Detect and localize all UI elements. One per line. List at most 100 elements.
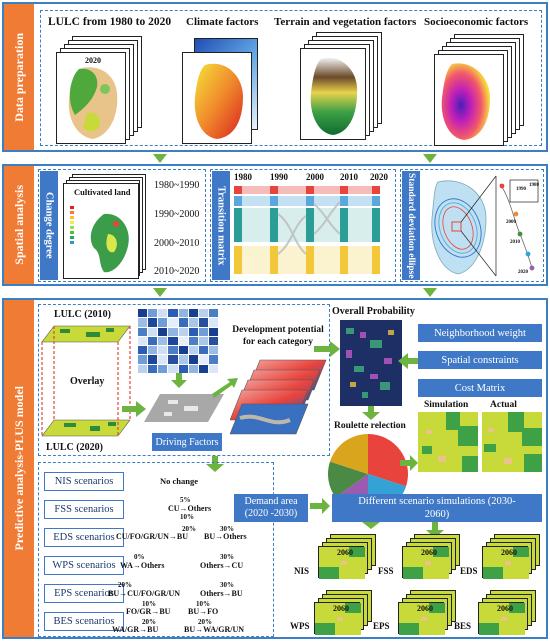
- tm-year-2020: 2020: [370, 172, 388, 182]
- sde-year-1980: 1980: [529, 183, 539, 188]
- arrow-prep-to-spatial-left: [153, 154, 167, 163]
- sde-year-1990: 1990: [516, 187, 526, 192]
- output-label-eps: EPS: [373, 621, 390, 631]
- overlay-cube: [41, 325, 131, 437]
- period-1990-2000: 1990~2000: [154, 209, 200, 220]
- rule-bes-pct4: 20%: [198, 618, 212, 626]
- demand-area-box: Demand area (2020 -2030): [234, 494, 308, 522]
- pie-slice-4: [329, 434, 368, 474]
- climate-title: Climate factors: [186, 16, 259, 28]
- rule-bes-4: BU→WA/GR/UN: [184, 625, 245, 634]
- output-year-label: 2060: [421, 548, 437, 557]
- lulc-title: LULC from 1980 to 2020: [48, 16, 172, 28]
- output-map-stack-wps: 2060: [312, 590, 374, 636]
- cultivated-land-label: Cultivated land: [74, 187, 131, 197]
- rule-no-change: No change: [160, 476, 199, 486]
- lulc-year-label: 2020: [85, 56, 101, 65]
- scenario-eds: EDS scenarios: [44, 528, 124, 547]
- output-map-stack-nis: 2060: [316, 534, 378, 580]
- change-degree-map-stack: Cultivated land: [62, 174, 157, 280]
- predictive-section: Predictive analysis-PLUS model LULC (201…: [2, 298, 548, 639]
- lulc-2010-label: LULC (2010): [54, 309, 111, 320]
- climate-map-stack: [174, 38, 264, 150]
- output-label-wps: WPS: [290, 621, 310, 631]
- dev-potential-stack: [229, 358, 330, 448]
- simulation-label: Simulation: [424, 400, 469, 410]
- change-degree-label-bar: Change degree: [40, 171, 58, 280]
- terrain-map-stack: [292, 32, 392, 150]
- scenario-fss: FSS scenarios: [44, 500, 124, 519]
- sde-year-2020: 2020: [518, 270, 528, 275]
- terrain-title: Terrain and vegetation factors: [274, 16, 417, 28]
- rule-wps-pct1: 0%: [134, 553, 145, 561]
- section-label-spatial-analysis: Spatial analysis: [4, 166, 34, 284]
- tm-year-2010: 2010: [340, 172, 358, 182]
- output-label-fss: FSS: [378, 566, 394, 576]
- output-map-stack-bes: 2060: [476, 590, 538, 636]
- output-label-eds: EDS: [460, 566, 478, 576]
- rule-eps-1: BU→CU/FO/GR/UN: [108, 589, 180, 598]
- section-label-data-preparation: Data preparation: [4, 4, 34, 150]
- rule-fss-pct2: 10%: [180, 513, 194, 521]
- tm-year-1980: 1980: [234, 172, 252, 182]
- sde-year-2010: 2010: [510, 240, 520, 245]
- output-year-label: 2060: [497, 604, 513, 613]
- rule-wps-2: Others→CU: [200, 561, 244, 570]
- rule-bes-pct2: 10%: [196, 600, 210, 608]
- neighborhood-weight-box: Neighborhood weight: [418, 324, 542, 342]
- output-label-bes: BES: [454, 621, 472, 631]
- socio-map-stack: [424, 34, 534, 150]
- output-map-stack-eps: 2060: [396, 590, 458, 636]
- sde-map: [431, 175, 539, 277]
- rule-wps-pct2: 30%: [220, 553, 234, 561]
- transition-matrix-frame: [210, 169, 396, 282]
- calibration-frame: [38, 304, 330, 456]
- roulette-label: Roulette relection: [334, 421, 406, 431]
- rule-wps-1: WA→Others: [120, 561, 165, 570]
- output-map-stack-fss: 2060: [400, 534, 462, 580]
- driving-factor-plane: [144, 394, 224, 422]
- rule-eps-pct1: 20%: [118, 581, 132, 589]
- sankey-diagram: [234, 186, 380, 274]
- actual-label: Actual: [490, 400, 517, 410]
- actual-map: [482, 412, 542, 472]
- sde-label-bar: Standard deviation ellipse: [402, 171, 420, 280]
- lulc-map-stack: 2020: [54, 36, 149, 146]
- section-label-predictive: Predictive analysis-PLUS model: [4, 300, 34, 637]
- rule-bes-1: FO/GR→BU: [126, 607, 171, 616]
- rule-fss: CU→Others: [168, 504, 212, 513]
- arrow-prep-to-spatial-right: [423, 154, 437, 163]
- data-preparation-section: Data preparation LULC from 1980 to 2020 …: [2, 2, 548, 152]
- period-1980-1990: 1980~1990: [154, 180, 200, 191]
- driving-factors-box: Driving Factors: [152, 433, 222, 451]
- sde-year-2000: 2000: [506, 220, 516, 225]
- scenarios-frame: [38, 462, 274, 637]
- output-map-stack-eds: 2060: [480, 534, 542, 580]
- tm-year-1990: 1990: [270, 172, 288, 182]
- rule-eds-pct2: 30%: [220, 525, 234, 533]
- rule-eds-2: BU→Others: [204, 532, 247, 541]
- overlay-label: Overlay: [70, 376, 105, 387]
- output-label-nis: NIS: [294, 566, 310, 576]
- scenario-bes: BES scenarios: [44, 612, 124, 631]
- tm-year-2000: 2000: [306, 172, 324, 182]
- lulc-2020-label: LULC (2020): [46, 442, 103, 453]
- sde-frame: [400, 169, 544, 282]
- spatial-analysis-section: Spatial analysis Change degree Cultivate…: [2, 164, 548, 286]
- different-scenarios-box: Different scenario simulations (2030-206…: [332, 494, 542, 522]
- rule-bes-2: BU→FO: [188, 607, 219, 616]
- arrow-spatial-to-predict-left: [153, 288, 167, 297]
- rule-bes-pct1: 10%: [142, 600, 156, 608]
- pie-slice-0: [368, 434, 408, 487]
- period-2000-2010: 2000~2010: [154, 238, 200, 249]
- rule-eps-2: Others→BU: [200, 589, 243, 598]
- scenario-nis: NIS scenarios: [44, 472, 124, 491]
- rule-bes-pct3: 20%: [142, 618, 156, 626]
- prep-dashed-frame: [40, 10, 542, 146]
- output-year-label: 2060: [417, 604, 433, 613]
- output-year-label: 2060: [333, 604, 349, 613]
- overall-probability-label: Overall Probability: [332, 306, 415, 317]
- socio-title: Socioeconomic factors: [424, 16, 529, 28]
- change-degree-frame: [38, 169, 206, 282]
- dev-potential-label: Development potential for each category: [232, 325, 324, 347]
